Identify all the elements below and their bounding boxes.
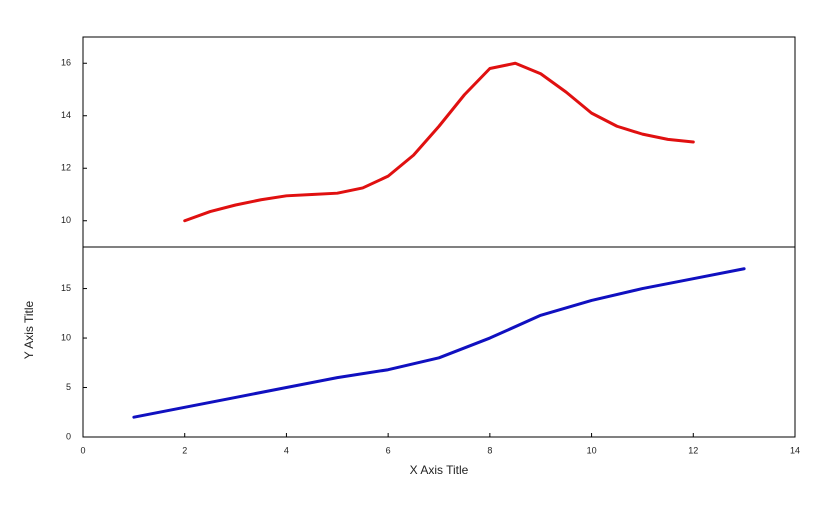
y-tick-label: 12 xyxy=(61,163,71,173)
y-tick-label: 5 xyxy=(66,382,71,392)
y-tick-label: 10 xyxy=(61,215,71,225)
x-tick-label: 2 xyxy=(182,445,187,455)
y-tick-label: 16 xyxy=(61,58,71,68)
x-axis-title: X Axis Title xyxy=(410,463,469,477)
x-tick-label: 14 xyxy=(790,445,800,455)
line-series xyxy=(132,267,746,419)
y-tick-label: 0 xyxy=(66,431,71,441)
x-tick-label: 4 xyxy=(284,445,289,455)
line-series xyxy=(183,61,695,223)
y-tick-label: 14 xyxy=(61,110,71,120)
y-tick-label: 15 xyxy=(61,283,71,293)
y-axis-title: Y Axis Title xyxy=(22,300,36,359)
x-tick-label: 8 xyxy=(487,445,492,455)
x-tick-label: 10 xyxy=(587,445,597,455)
y-tick-label: 10 xyxy=(61,332,71,342)
x-tick-label: 12 xyxy=(688,445,698,455)
x-tick-label: 6 xyxy=(386,445,391,455)
x-tick-label: 0 xyxy=(80,445,85,455)
bottom-panel-frame xyxy=(82,246,796,438)
